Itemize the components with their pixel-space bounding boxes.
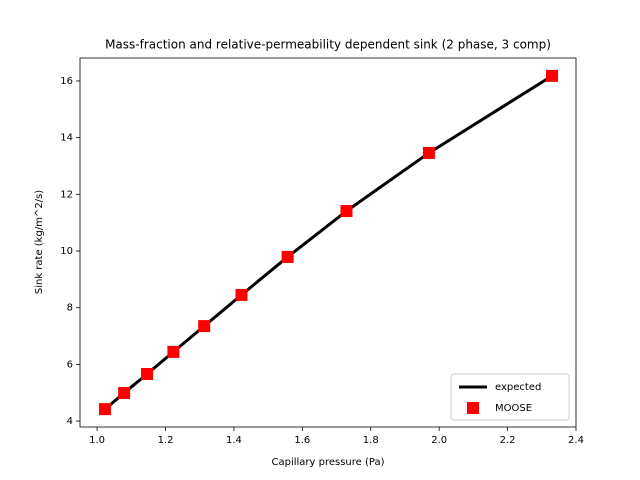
y-tick-label: 6 xyxy=(67,359,73,370)
line xyxy=(104,74,553,411)
marker xyxy=(98,403,111,416)
x-tick-label: 1.2 xyxy=(158,435,174,446)
x-tick-label: 2.2 xyxy=(500,435,516,446)
x-tick-label: 2.4 xyxy=(568,435,584,446)
legend-label: MOOSE xyxy=(495,403,532,414)
x-tick-label: 1.6 xyxy=(294,435,310,446)
marker xyxy=(167,345,180,358)
x-tick-label: 1.0 xyxy=(89,435,105,446)
chart-title: Mass-fraction and relative-permeability … xyxy=(105,38,551,52)
marker xyxy=(281,250,294,263)
x-tick-label: 2.0 xyxy=(431,435,447,446)
y-tick-label: 16 xyxy=(60,76,73,87)
legend-label: expected xyxy=(495,382,541,393)
plot-frame xyxy=(79,57,577,428)
marker xyxy=(546,69,559,82)
y-axis-label: Sink rate (kg/m^2/s) xyxy=(34,190,45,294)
marker xyxy=(235,288,248,301)
y-tick-label: 4 xyxy=(67,416,73,427)
marker xyxy=(118,386,131,399)
y-tick-label: 12 xyxy=(60,189,73,200)
y-tick-label: 8 xyxy=(67,303,73,314)
y-tick-label: 10 xyxy=(60,246,73,257)
marker xyxy=(340,205,353,218)
y-tick-label: 14 xyxy=(60,133,73,144)
x-tick-label: 1.4 xyxy=(226,435,242,446)
marker xyxy=(198,320,211,333)
x-axis-label: Capillary pressure (Pa) xyxy=(271,457,384,468)
x-tick-label: 1.8 xyxy=(363,435,379,446)
marker xyxy=(422,146,435,159)
legend-swatch xyxy=(467,402,479,414)
marker xyxy=(141,368,154,381)
